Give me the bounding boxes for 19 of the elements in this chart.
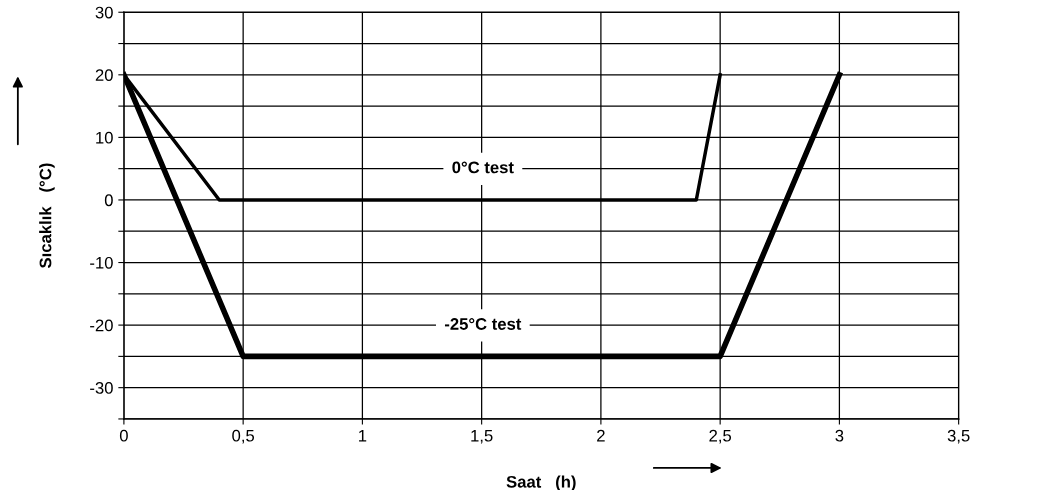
x-tick-label: 1,5 [471, 429, 493, 444]
annotation: 0°C test [452, 161, 514, 174]
y-tick-label: 0 [104, 194, 113, 207]
x-tick-label: 0 [119, 429, 128, 442]
y-tick-label: 30 [95, 6, 113, 19]
x-tick-label: 3,5 [947, 429, 970, 444]
y-tick-label: -10 [90, 256, 113, 269]
x-tick-label: 2 [597, 429, 605, 442]
x-tick-label: 1 [359, 429, 367, 442]
y-tick-label: -30 [90, 382, 113, 394]
x-tick-label: 3 [835, 429, 844, 442]
x-tick-label: 0,5 [232, 429, 255, 444]
x-tick-label: 2,5 [709, 429, 732, 444]
y-tick-label: 20 [95, 69, 113, 82]
annotation: -25°C test [444, 318, 522, 330]
x-axis-title: Saat (h) [506, 475, 576, 490]
y-axis-title: Sıcaklık (°C) [39, 163, 55, 269]
y-tick-label: 10 [96, 131, 113, 144]
y-tick-label: -20 [90, 319, 113, 332]
